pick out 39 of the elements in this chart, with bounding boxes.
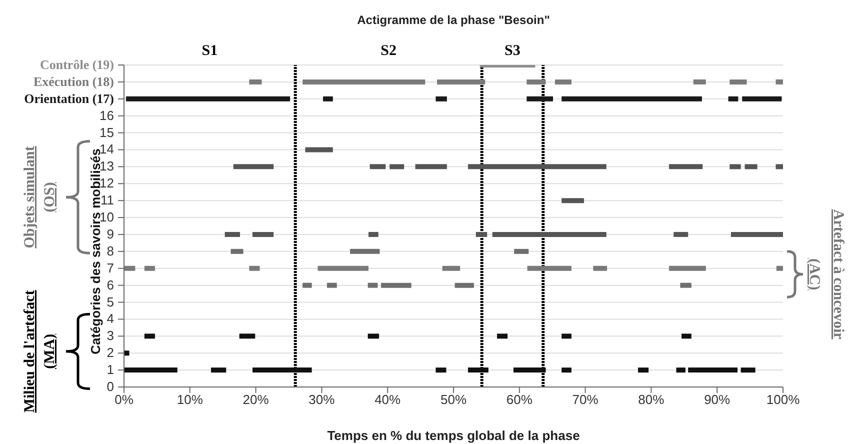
text: Objets simulant (OS) <box>22 146 58 248</box>
y-tick-label: 7 <box>106 260 114 276</box>
x-tick-label: 90% <box>704 392 731 408</box>
y-tick-label: 14 <box>100 142 114 157</box>
y-tick-label: 13 <box>100 158 114 174</box>
y-tick-label: 16 <box>100 108 114 123</box>
x-tick-label: 30% <box>308 392 336 408</box>
y-tick-label: 11 <box>100 192 114 208</box>
x-tick-label: 60% <box>506 392 533 408</box>
y-tick-label: 9 <box>106 226 114 242</box>
y-tick-label: 10 <box>100 210 114 225</box>
text: S1 <box>202 43 218 59</box>
y-tick-label: 12 <box>100 176 114 191</box>
y-tick-label: 1 <box>106 362 114 378</box>
text: Artefact à concevoir (AC) <box>806 209 846 340</box>
x-tick-label: 40% <box>374 392 402 408</box>
x-tick-label: 10% <box>176 392 204 408</box>
x-axis-title: Temps en % du temps global de la phase <box>327 428 580 443</box>
y-tick-label: Orientation (17) <box>24 90 114 106</box>
y-tick-label: 5 <box>106 294 114 310</box>
y-tick-label: 8 <box>106 243 114 258</box>
y-tick-label: 15 <box>100 124 114 140</box>
x-tick-label: 0% <box>114 392 134 408</box>
y-tick-label: Contrôle (19) <box>40 57 114 72</box>
x-tick-label: 20% <box>242 392 270 408</box>
chart-title: Actigramme de la phase "Besoin" <box>357 13 550 27</box>
text: S3 <box>504 43 520 59</box>
y-tick-label: 0 <box>106 379 114 394</box>
text: Milieu de l'artefact (MA) <box>22 290 58 413</box>
x-tick-label: 80% <box>638 392 665 408</box>
y-tick-label: Exécution (18) <box>33 74 114 89</box>
x-tick-label: 70% <box>572 392 599 408</box>
text: S2 <box>380 43 397 59</box>
x-tick-label: 50% <box>440 392 467 408</box>
x-tick-label: 100% <box>766 392 800 408</box>
y-tick-label: 4 <box>106 311 114 326</box>
y-tick-label: 2 <box>106 345 114 360</box>
y-tick-label: 6 <box>106 277 114 292</box>
y-tick-label: 3 <box>106 328 114 344</box>
